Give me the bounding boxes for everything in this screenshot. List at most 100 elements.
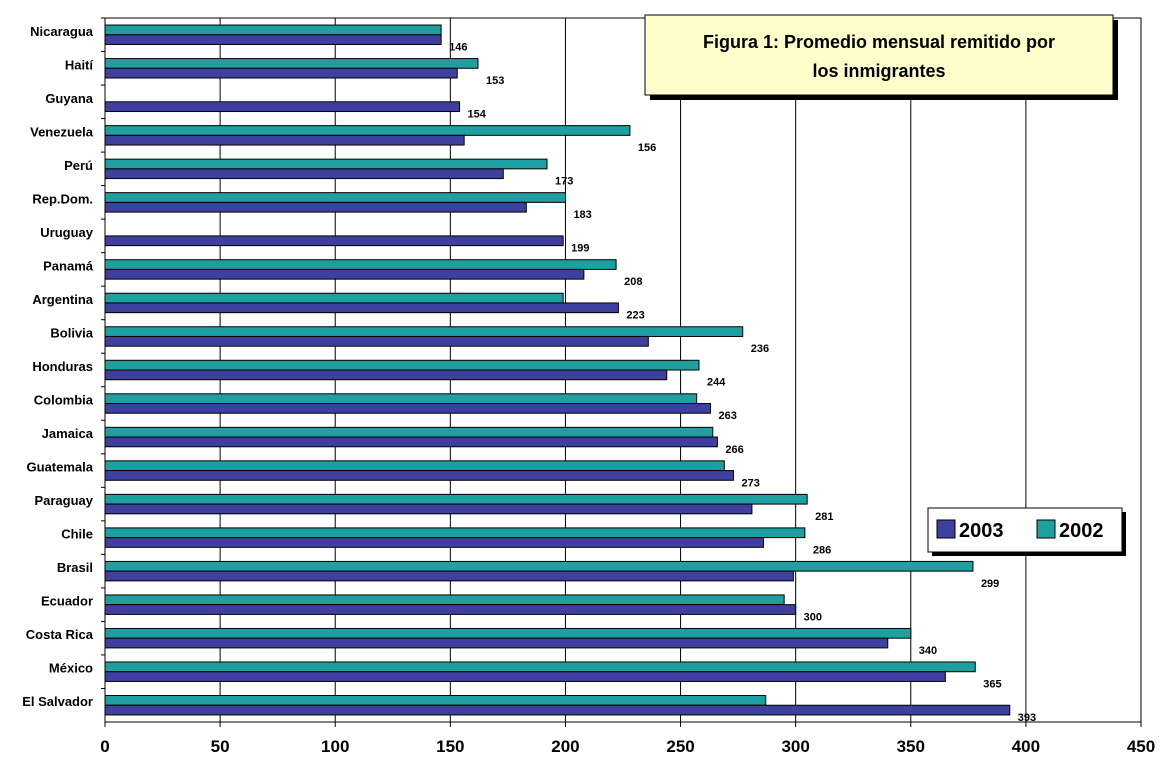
bar-2002-hait-: [104, 58, 479, 69]
chart-title-line-2: los inmigrantes: [812, 61, 945, 81]
axes: [101, 17, 1142, 727]
x-tick-label-400: 400: [1012, 737, 1040, 756]
plot-border: [104, 17, 1142, 723]
data-label-2003-paraguay: 281: [815, 511, 833, 523]
x-tick-label-100: 100: [321, 737, 349, 756]
bar-2002-brasil: [104, 560, 974, 572]
bar-2002-el-salvador: [104, 695, 767, 706]
data-label-2003-jamaica: 266: [725, 444, 743, 456]
bar-2002-jamaica: [104, 426, 714, 438]
category-label-jamaica: Jamaica: [42, 426, 94, 441]
category-label-hait-: Haití: [65, 57, 94, 72]
x-tick-label-0: 0: [100, 737, 109, 756]
bar-2003-paraguay: [104, 503, 753, 515]
x-tick-label-50: 50: [211, 737, 230, 756]
data-label-2003-colombia: 263: [718, 410, 736, 422]
category-label-venezuela: Venezuela: [30, 124, 94, 139]
category-label-panam-: Panamá: [43, 258, 94, 273]
category-label-paraguay: Paraguay: [34, 493, 93, 508]
x-tick-label-200: 200: [551, 737, 579, 756]
category-label-nicaragua: Nicaragua: [30, 24, 94, 39]
bar-2003-argentina: [104, 302, 619, 314]
bar-2002-colombia: [104, 393, 698, 405]
category-label-rep-dom-: Rep.Dom.: [32, 191, 93, 206]
data-label-2003-honduras: 244: [707, 377, 726, 389]
data-label-2003-guatemala: 273: [742, 477, 760, 489]
category-label-uruguay: Uruguay: [40, 225, 94, 240]
data-label-2003-per-: 173: [555, 176, 573, 188]
bar-2003-ecuador: [104, 604, 797, 615]
category-label-m-xico: México: [49, 661, 93, 676]
bar-2003-guyana: [104, 101, 461, 113]
bar-2003-colombia: [104, 403, 711, 414]
bar-2003-rep-dom-: [104, 201, 527, 213]
bar-2002-chile: [104, 527, 806, 539]
category-label-per-: Perú: [64, 158, 93, 173]
bar-2002-argentina: [104, 292, 564, 304]
data-label-2003-el-salvador: 393: [1018, 712, 1036, 724]
category-label-guyana: Guyana: [45, 91, 93, 106]
data-label-2003-bolivia: 236: [751, 343, 769, 355]
bar-2002-guatemala: [104, 460, 725, 472]
x-tick-label-350: 350: [897, 737, 925, 756]
data-label-2003-costa-rica: 340: [919, 645, 937, 657]
bar-2003-costa-rica: [104, 637, 889, 649]
bar-2003-hait-: [104, 67, 458, 79]
category-label-costa-rica: Costa Rica: [26, 627, 94, 642]
category-label-bolivia: Bolivia: [50, 325, 93, 340]
data-label-2003-guyana: 154: [468, 109, 487, 121]
data-label-2003-nicaragua: 146: [449, 41, 467, 53]
bar-2003-venezuela: [104, 134, 465, 146]
category-label-brasil: Brasil: [57, 560, 93, 575]
bar-2002-m-xico: [104, 661, 976, 673]
bar-2003-panam-: [104, 268, 585, 280]
x-tick-label-150: 150: [436, 737, 464, 756]
bar-2002-honduras: [104, 359, 700, 371]
bar-2003-el-salvador: [104, 704, 1011, 716]
category-label-guatemala: Guatemala: [27, 460, 94, 475]
category-label-honduras: Honduras: [32, 359, 93, 374]
legend: 2003 2002: [927, 507, 1126, 556]
bar-2003-bolivia: [104, 335, 649, 347]
labels: 0 50 100 150 200 250 300 350 400 450 Nicaragua 146 H…: [22, 24, 1155, 756]
data-label-2003-argentina: 223: [626, 310, 644, 322]
bar-2002-rep-dom-: [104, 192, 566, 203]
data-label-2003-brasil: 299: [981, 578, 999, 590]
category-label-colombia: Colombia: [34, 393, 94, 408]
bar-2003-uruguay: [104, 235, 564, 247]
legend-swatch-2003: [936, 519, 956, 539]
bar-2003-guatemala: [104, 470, 735, 481]
data-label-2003-venezuela: 156: [638, 142, 656, 154]
data-label-2003-panam-: 208: [624, 276, 642, 288]
data-label-2003-uruguay: 199: [571, 243, 589, 255]
bar-2002-panam-: [104, 259, 617, 270]
legend-swatch-2002: [1036, 519, 1056, 539]
category-label-chile: Chile: [61, 527, 93, 542]
data-label-2003-hait-: 153: [486, 75, 504, 87]
bar-2003-m-xico: [104, 671, 946, 682]
bar-2002-ecuador: [104, 594, 785, 606]
data-label-2003-chile: 286: [813, 544, 831, 556]
category-label-el-salvador: El Salvador: [22, 694, 93, 709]
bar-2002-costa-rica: [104, 627, 912, 639]
bar-2003-honduras: [104, 369, 668, 381]
data-label-2003-m-xico: 365: [983, 678, 1001, 690]
x-tick-label-450: 450: [1127, 737, 1155, 756]
category-label-argentina: Argentina: [32, 292, 93, 307]
data-label-2003-rep-dom-: 183: [573, 209, 591, 221]
category-label-ecuador: Ecuador: [41, 594, 93, 609]
x-tick-label-250: 250: [666, 737, 694, 756]
bar-2003-per-: [104, 168, 504, 180]
bar-2002-paraguay: [104, 493, 808, 505]
bar-2002-per-: [104, 158, 548, 170]
bar-2003-brasil: [104, 570, 794, 582]
legend-label-2003: 2003: [959, 520, 1004, 542]
x-tick-label-300: 300: [781, 737, 809, 756]
legend-label-2002: 2002: [1059, 520, 1104, 542]
bar-2003-chile: [104, 537, 764, 548]
bar-2003-nicaragua: [104, 34, 442, 45]
bar-2002-venezuela: [104, 125, 631, 136]
chart-title-box: Figura 1: Promedio mensual remitido por …: [644, 14, 1118, 100]
bar-2003-jamaica: [104, 436, 718, 448]
